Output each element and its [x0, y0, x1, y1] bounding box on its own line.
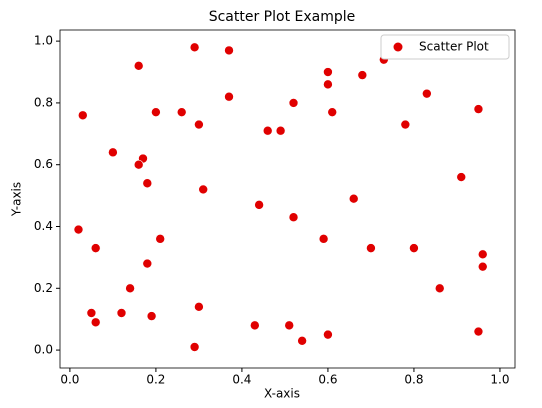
y-tick-label: 0.0	[34, 343, 53, 357]
point	[125, 283, 135, 294]
point	[409, 243, 419, 253]
point	[254, 200, 264, 210]
point	[288, 212, 299, 223]
point	[224, 45, 234, 56]
point	[318, 234, 329, 244]
point	[198, 184, 209, 195]
point	[422, 88, 432, 99]
x-tick-label: 0.6	[318, 373, 337, 387]
point	[151, 107, 161, 117]
point	[73, 224, 84, 235]
point	[357, 70, 368, 80]
point	[146, 311, 157, 321]
y-tick-label: 0.4	[34, 219, 53, 233]
x-axis-label: X-axis	[264, 387, 300, 401]
point	[275, 125, 286, 136]
point	[250, 320, 260, 331]
point	[108, 147, 118, 158]
point	[116, 308, 127, 318]
point	[323, 67, 333, 77]
plot-frame	[59, 29, 516, 369]
chart-title: Scatter Plot Example	[209, 9, 356, 25]
y-tick-label: 0.2	[34, 281, 53, 295]
point	[155, 234, 166, 244]
point	[194, 302, 204, 312]
x-tick-label: 1.0	[490, 373, 509, 387]
point	[77, 110, 88, 121]
point	[297, 336, 307, 346]
x-tick-label: 0.2	[146, 373, 165, 387]
point	[262, 125, 273, 136]
y-tick-label: 1.0	[34, 34, 53, 48]
point	[323, 79, 333, 90]
point	[323, 329, 333, 340]
point	[400, 119, 411, 130]
point	[456, 172, 467, 182]
x-tick-label: 0.8	[404, 373, 423, 387]
point	[142, 258, 153, 269]
point	[133, 61, 144, 71]
y-tick-label: 0.6	[34, 157, 53, 171]
point	[142, 178, 153, 189]
point	[90, 317, 101, 328]
point	[366, 243, 376, 253]
point	[477, 249, 488, 260]
point	[348, 193, 359, 204]
legend-box	[380, 34, 510, 60]
point	[477, 261, 488, 272]
point	[327, 107, 338, 117]
point	[473, 326, 484, 337]
point	[86, 308, 97, 318]
point	[176, 107, 187, 117]
y-axis-label: Y-axis	[10, 182, 24, 217]
point	[133, 159, 144, 170]
point	[90, 243, 101, 253]
point	[434, 283, 445, 294]
point	[288, 98, 299, 108]
x-tick-label: 0.0	[60, 373, 79, 387]
point	[194, 119, 204, 130]
point	[224, 91, 234, 102]
point	[189, 342, 200, 352]
point	[284, 320, 295, 331]
legend-marker	[393, 42, 403, 52]
legend-label: Scatter Plot	[419, 40, 489, 54]
y-tick-label: 0.8	[34, 95, 53, 109]
point	[189, 42, 200, 53]
point	[473, 104, 484, 114]
x-tick-label: 0.4	[232, 373, 251, 387]
